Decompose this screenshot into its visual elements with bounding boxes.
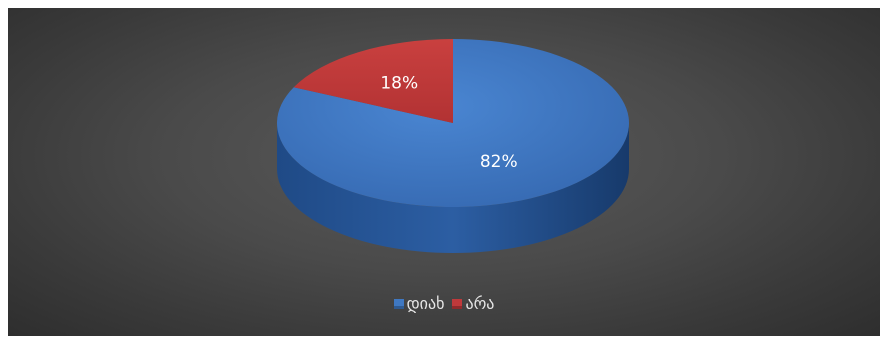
slice-side-yes <box>277 123 629 253</box>
data-labels: 82% 18% <box>380 74 517 172</box>
legend-swatch-no <box>452 298 463 309</box>
data-label-no: 18% <box>380 74 418 94</box>
data-label-yes: 82% <box>480 152 518 172</box>
legend-item-no[interactable]: არა <box>452 294 494 313</box>
pie-slices <box>277 39 629 253</box>
chart-area: 82% 18% დიახ არა <box>8 8 880 336</box>
pie-chart: 82% 18% <box>277 39 629 253</box>
slice-no[interactable] <box>293 39 453 123</box>
legend-label-yes: დიახ <box>406 294 445 313</box>
legend-label-no: არა <box>465 294 495 313</box>
legend: დიახ არა <box>8 294 880 313</box>
legend-item-yes[interactable]: დიახ <box>393 294 445 313</box>
legend-swatch-yes <box>393 298 404 309</box>
